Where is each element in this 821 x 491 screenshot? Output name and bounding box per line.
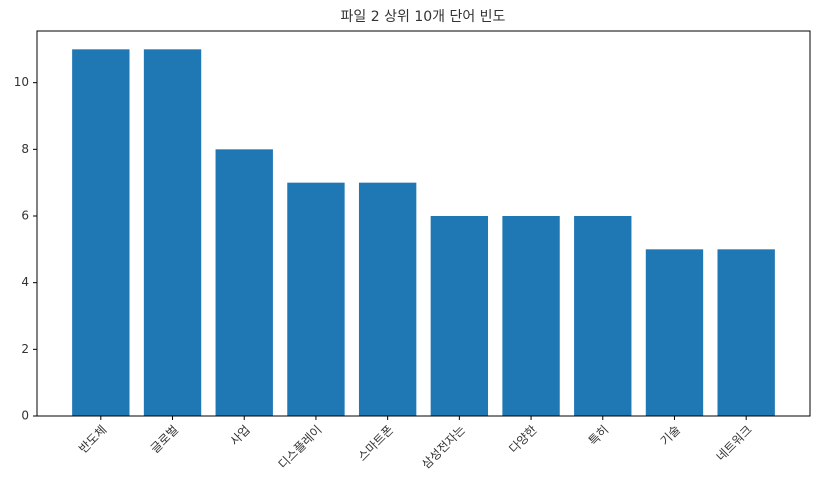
x-tick-label: 다양한 [506, 423, 539, 456]
bar [72, 49, 130, 416]
y-tick-label: 8 [21, 142, 29, 156]
x-tick-label: 반도체 [76, 423, 109, 456]
y-tick-label: 6 [21, 209, 29, 223]
x-tick-label: 삼성전자는 [419, 423, 468, 472]
bar [358, 182, 417, 416]
plot-frame [36, 30, 811, 417]
bar [717, 249, 775, 416]
bar [502, 216, 560, 416]
x-tick-label: 디스플레이 [276, 423, 325, 472]
x-tick-label: 글로벌 [148, 423, 181, 456]
chart-title: 파일 2 상위 10개 단어 빈도 [341, 9, 506, 25]
y-tick-label: 4 [21, 275, 29, 289]
x-tick-label: 기술 [658, 423, 684, 449]
bar [287, 182, 345, 416]
bar [215, 149, 273, 417]
bar [574, 216, 632, 416]
y-tick-label: 2 [21, 342, 29, 356]
bar [430, 216, 489, 416]
y-tick-label: 0 [21, 409, 29, 423]
x-tick-label: 스마트폰 [355, 423, 396, 464]
x-tick-label: 사업 [227, 423, 253, 449]
x-tick-label: 특히 [586, 423, 612, 449]
y-tick-label: 10 [14, 75, 29, 89]
bar [645, 249, 704, 416]
bar [143, 49, 202, 416]
x-tick-label: 네트워크 [714, 423, 755, 464]
